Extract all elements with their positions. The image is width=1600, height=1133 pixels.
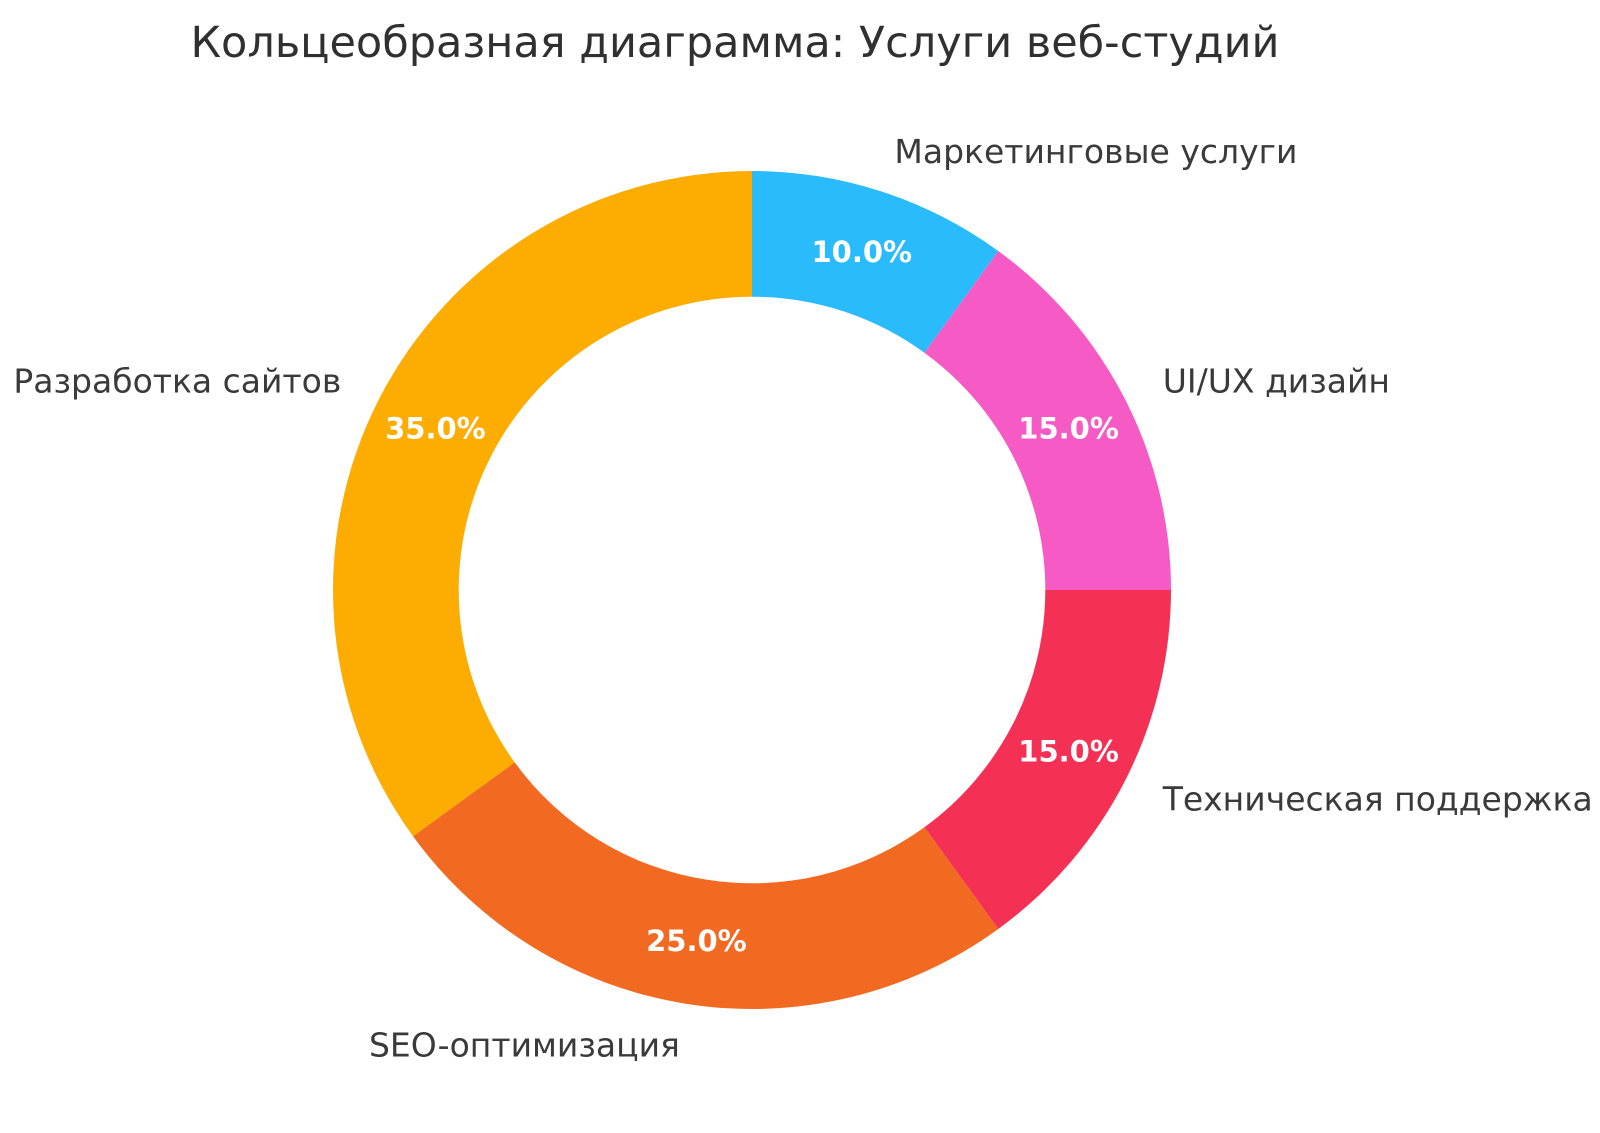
labels-group: 10.0% Маркетинговые услуги 15.0% UI/UX диза… [13, 132, 1592, 1064]
pct-label-4: 35.0% [385, 412, 486, 446]
pie-slice-2 [924, 590, 1171, 929]
pie-slice-4 [332, 171, 752, 837]
slice-label-0: Маркетинговые услуги [894, 132, 1297, 171]
pct-label-3: 25.0% [646, 924, 747, 958]
slice-label-4: Разработка сайтов [13, 361, 341, 400]
slices-group [332, 170, 1171, 1010]
pie-slice-0 [752, 170, 999, 353]
slice-label-1: UI/UX дизайн [1163, 361, 1390, 400]
slice-label-2: Техническая поддержка [1162, 780, 1593, 819]
pie-slice-1 [924, 251, 1171, 590]
slice-label-3: SEO-оптимизация [369, 1026, 680, 1065]
chart-title: Кольцеобразная диаграмма: Услуги веб-сту… [191, 18, 1280, 68]
pct-label-0: 10.0% [811, 235, 912, 269]
pie-slice-3 [413, 762, 999, 1010]
pct-label-2: 15.0% [1018, 734, 1119, 768]
pct-label-1: 15.0% [1018, 412, 1119, 446]
